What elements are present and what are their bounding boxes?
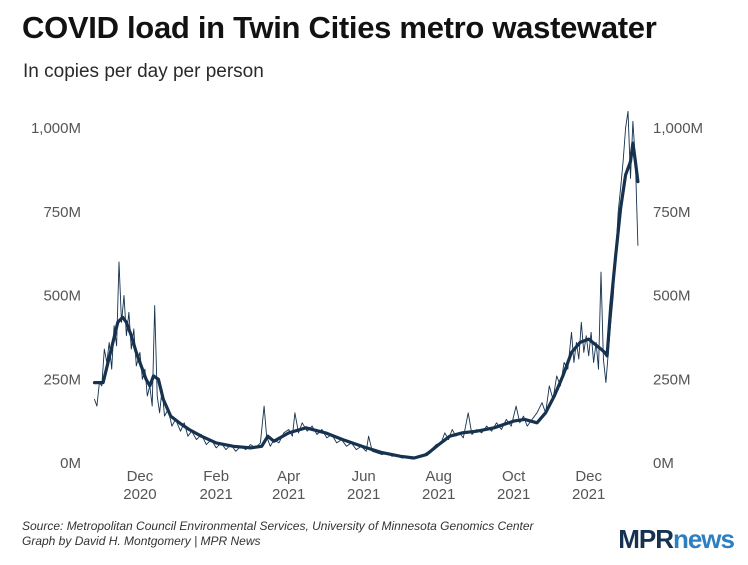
y-tick-label-right: 750M: [653, 204, 691, 221]
credit-line: Graph by David H. Montgomery | MPR News: [22, 534, 261, 548]
x-tick-label-year: 2021: [497, 486, 530, 503]
x-tick-label-month: Jun: [352, 468, 376, 485]
x-tick-label-month: Feb: [203, 468, 229, 485]
chart-subtitle: In copies per day per person: [23, 61, 264, 82]
y-tick-label-left: 1,000M: [31, 120, 81, 137]
y-tick-label-right: 500M: [653, 288, 691, 305]
y-tick-label-left: 0M: [60, 455, 81, 472]
series-group: [92, 110, 640, 460]
x-tick-label-month: Oct: [502, 468, 526, 485]
y-tick-label-left: 250M: [43, 371, 81, 388]
x-tick-label-year: 2020: [123, 486, 156, 503]
y-tick-label-left: 500M: [43, 288, 81, 305]
x-tick-label-year: 2021: [347, 486, 380, 503]
x-tick-label-month: Dec: [575, 468, 602, 485]
logo-mpr: MPR: [618, 524, 674, 554]
y-axis-right: 0M 250M 500M 750M 1,000M: [653, 120, 703, 472]
x-axis: Dec2020Feb2021Apr2021Jun2021Aug2021Oct20…: [123, 468, 605, 503]
mpr-news-logo: MPRnews: [618, 524, 735, 555]
source-note: Source: Metropolitan Council Environment…: [22, 519, 534, 549]
y-tick-label-right: 250M: [653, 371, 691, 388]
x-tick-label-year: 2021: [272, 486, 305, 503]
x-tick-label-year: 2021: [572, 486, 605, 503]
series-line-daily: [94, 110, 639, 460]
x-tick-label-year: 2021: [422, 486, 455, 503]
x-tick-label-year: 2021: [199, 486, 232, 503]
x-tick-label-month: Apr: [277, 468, 300, 485]
chart-title: COVID load in Twin Cities metro wastewat…: [22, 10, 657, 45]
source-line: Source: Metropolitan Council Environment…: [22, 519, 534, 533]
x-tick-label-month: Dec: [127, 468, 154, 485]
y-tick-label-right: 1,000M: [653, 120, 703, 137]
x-tick-label-month: Aug: [425, 468, 452, 485]
y-tick-label-right: 0M: [653, 455, 674, 472]
series-line-rolling-average: [92, 141, 640, 460]
y-tick-label-left: 750M: [43, 204, 81, 221]
line-chart: 0M 250M 500M 750M 1,000M 0M 250M 500M 750M 1,000…: [31, 110, 703, 503]
logo-news: news: [672, 524, 735, 554]
y-axis-left: 0M 250M 500M 750M 1,000M: [31, 120, 81, 472]
